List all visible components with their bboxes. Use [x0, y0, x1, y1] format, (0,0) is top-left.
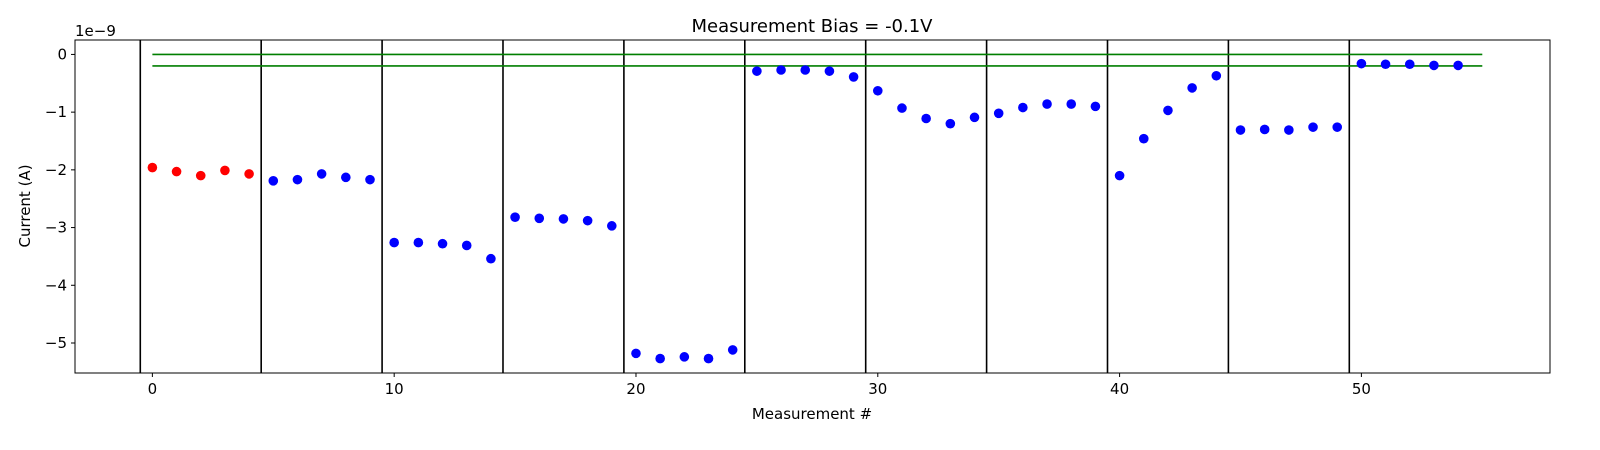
data-point — [147, 162, 158, 173]
data-point — [1380, 59, 1391, 70]
data-point — [1235, 125, 1246, 135]
data-point — [1066, 99, 1077, 109]
data-point — [679, 352, 690, 362]
y-tick-label: −5 — [45, 334, 67, 352]
data-point — [1356, 58, 1367, 69]
x-tick-label: 20 — [626, 380, 645, 398]
y-tick-label: −1 — [45, 103, 67, 121]
data-point — [800, 65, 811, 75]
data-point — [1284, 125, 1294, 135]
data-point — [244, 169, 254, 179]
x-tick-label: 50 — [1352, 380, 1371, 398]
data-point — [945, 118, 956, 129]
data-point — [1187, 83, 1197, 93]
data-point — [848, 72, 859, 82]
data-point — [1090, 101, 1101, 112]
data-point — [195, 170, 206, 181]
data-point — [993, 108, 1004, 119]
data-point — [413, 237, 424, 248]
data-point — [921, 113, 931, 124]
data-point — [486, 253, 496, 264]
data-point — [268, 176, 279, 186]
data-point — [220, 165, 230, 176]
y-tick-label: −3 — [45, 219, 67, 237]
data-point — [510, 212, 520, 222]
data-point — [1163, 105, 1173, 116]
y-scale-label: 1e−9 — [75, 22, 116, 40]
plot-frame — [74, 39, 1551, 374]
plot-area — [139, 40, 1483, 373]
data-point — [1308, 122, 1318, 132]
data-point — [655, 353, 665, 364]
y-tick-label: −2 — [45, 161, 67, 179]
data-point — [365, 174, 375, 185]
data-point — [558, 214, 569, 224]
data-point — [1429, 60, 1439, 71]
x-tick-label: 30 — [868, 380, 887, 398]
data-point — [969, 112, 980, 123]
data-point — [437, 238, 448, 249]
data-point — [1404, 59, 1415, 70]
data-point — [1042, 99, 1052, 109]
data-point — [389, 237, 399, 248]
data-point — [1332, 122, 1343, 132]
data-point — [316, 169, 327, 179]
data-point — [776, 65, 786, 75]
data-point — [341, 172, 351, 183]
data-point — [703, 353, 714, 364]
data-point — [1453, 60, 1463, 71]
data-point — [897, 103, 907, 113]
data-point — [1138, 133, 1149, 144]
x-tick-label: 0 — [148, 380, 158, 398]
x-tick-label: 10 — [385, 380, 404, 398]
axis-ticks: 0 10 20 30 40 50 0 −1 −2 −3 −4 −5 — [45, 45, 1371, 398]
data-point — [607, 221, 617, 231]
y-tick-label: 0 — [57, 45, 67, 63]
data-point — [1211, 70, 1222, 81]
data-point — [872, 85, 883, 96]
data-point — [292, 174, 303, 185]
data-point — [1259, 124, 1270, 135]
data-point — [1018, 102, 1028, 113]
data-point — [824, 66, 835, 76]
x-axis-label: Measurement # — [752, 405, 872, 423]
y-axis-label: Current (A) — [16, 164, 34, 247]
x-tick-label: 40 — [1110, 380, 1129, 398]
data-point — [582, 215, 593, 226]
data-point — [534, 213, 545, 224]
data-point — [171, 166, 182, 177]
y-tick-label: −4 — [45, 276, 67, 294]
data-point — [752, 66, 762, 76]
data-point — [1114, 170, 1125, 181]
data-point — [461, 240, 472, 251]
data-point — [727, 345, 738, 355]
chart-title: Measurement Bias = -0.1V — [691, 16, 933, 37]
data-point — [631, 348, 641, 359]
